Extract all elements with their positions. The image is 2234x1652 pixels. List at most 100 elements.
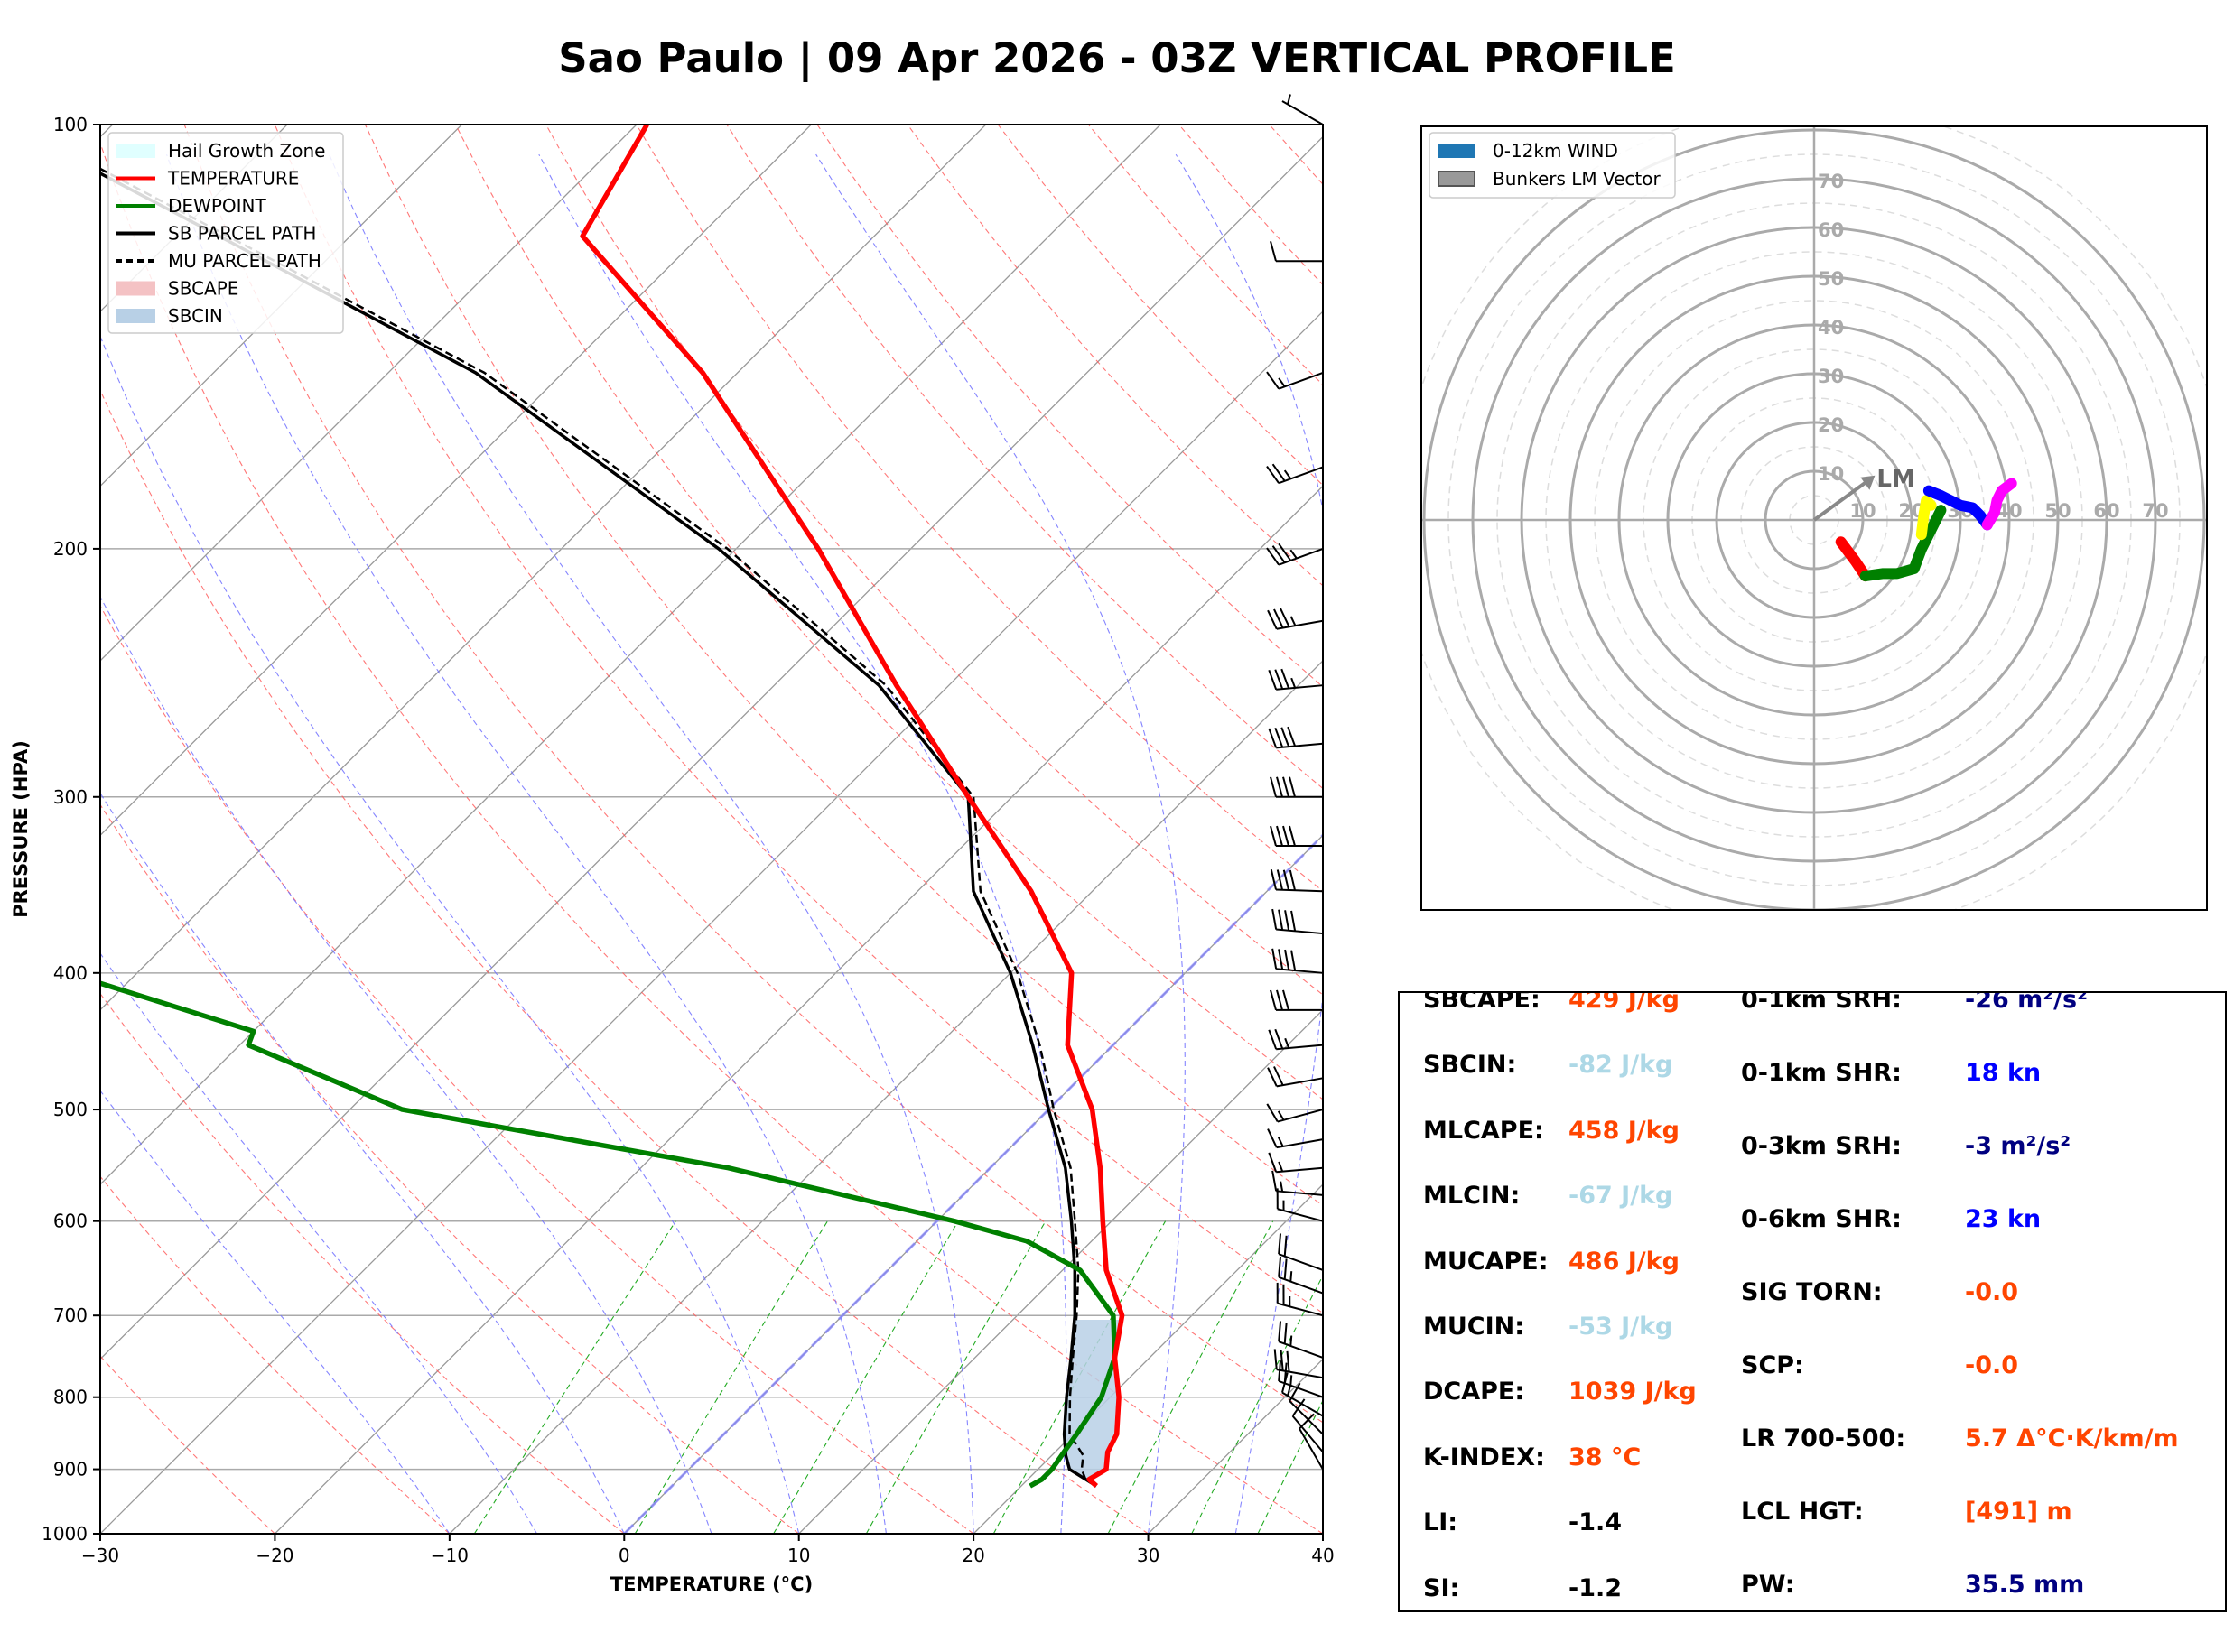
moist-adiabat-line — [100, 792, 625, 1534]
wind-barb-staff — [1277, 1208, 1324, 1222]
stat-value: -67 J/kg — [1568, 1182, 1673, 1211]
wind-barb — [1267, 1128, 1324, 1149]
wind-barb-flag — [1268, 1152, 1278, 1173]
wind-barb-flag — [1276, 776, 1283, 798]
wind-barb-staff — [1289, 1400, 1324, 1435]
dry-adiabat-line — [100, 605, 974, 1534]
wind-barb-staff — [1278, 466, 1324, 485]
isotherm-line — [449, 659, 1323, 1534]
wind-barb-flag — [1286, 1350, 1290, 1372]
moist-adiabat-line — [165, 153, 887, 1534]
stat-label: 0-3km SRH: — [1741, 1132, 1902, 1160]
wind-barb-half-flag — [1280, 1181, 1284, 1193]
isotherm-line — [973, 1183, 1323, 1534]
wind-barb-half-flag — [1284, 1037, 1290, 1049]
wind-barb — [1278, 1233, 1324, 1271]
wind-barb-half-flag — [1289, 1271, 1293, 1282]
stat-value: -3 m²/s² — [1965, 1132, 2071, 1160]
isotherm-line — [100, 125, 638, 662]
stat-value: 1039 J/kg — [1568, 1378, 1697, 1406]
wind-barb-flag — [1284, 949, 1290, 970]
legend-swatch — [116, 281, 155, 296]
storm-motion-label: LM — [1876, 466, 1914, 493]
wind-barb — [1276, 1282, 1324, 1317]
mixing-ratio-line — [1191, 1274, 1323, 1534]
dry-adiabat-line — [100, 1175, 451, 1534]
stats-panel: SBCAPE: 429 J/kg SBCIN: -82 J/kg MLCAPE: 458 … — [1398, 991, 2227, 1612]
legend-label: SBCIN — [168, 305, 223, 327]
wind-barb-flag — [1280, 727, 1290, 747]
y-tick-label: 800 — [53, 1387, 88, 1408]
wind-barb-flag — [1271, 1170, 1278, 1192]
dry-adiabat-line — [100, 388, 1149, 1534]
x-tick-label: 30 — [1137, 1545, 1159, 1566]
hodograph-ring-label: 40 — [1818, 317, 1844, 339]
wind-barb-flag — [1266, 371, 1280, 390]
y-tick-label: 400 — [53, 962, 88, 984]
wind-barb-staff — [1278, 1253, 1324, 1271]
wind-barb-flag — [1266, 1103, 1279, 1123]
isotherm-line — [100, 125, 812, 837]
isotherm-line — [274, 485, 1323, 1534]
hodograph-ring-label: 50 — [2044, 500, 2071, 522]
legend-label: SB PARCEL PATH — [168, 223, 316, 245]
stat-label: K-INDEX: — [1423, 1443, 1545, 1471]
wind-barb — [1291, 1398, 1324, 1453]
hodograph-segment — [1981, 478, 2017, 531]
dry-adiabat-line — [100, 141, 1323, 1534]
isotherm-line — [100, 125, 1161, 1186]
hodograph-ring-label: 10 — [1818, 463, 1844, 485]
x-tick-label: 10 — [787, 1545, 810, 1566]
stat-label: SIG TORN: — [1741, 1278, 1883, 1306]
stat-label: LR 700-500: — [1741, 1425, 1906, 1452]
wind-barb-staff — [1276, 1044, 1324, 1051]
isotherm-line — [100, 135, 1323, 1360]
wind-barb-flag — [1284, 910, 1290, 931]
legend-swatch — [1438, 171, 1475, 187]
skewt-frame — [99, 124, 1324, 1535]
wind-barb-flag — [1271, 948, 1278, 970]
stat-label: 0-1km SHR: — [1741, 1059, 1902, 1087]
isotherm-line — [798, 1008, 1323, 1534]
storm-motion-arrowhead — [1860, 475, 1876, 490]
wind-barb-staff — [1278, 1276, 1324, 1295]
wind-barb-flag — [1287, 726, 1297, 747]
wind-barb-flag — [1271, 545, 1286, 563]
wind-barb-flag — [1282, 776, 1289, 798]
wind-barb-half-flag — [1278, 1161, 1284, 1172]
hodograph-ring-label: 70 — [1818, 171, 1844, 192]
legend-swatch — [116, 309, 155, 323]
stat-label: MLCIN: — [1423, 1182, 1521, 1211]
wind-barb-flag — [1279, 608, 1290, 627]
stat-value: -0.0 — [1965, 1278, 2019, 1306]
wind-barb-staff — [1275, 888, 1324, 893]
wind-barb-flag — [1276, 825, 1283, 847]
x-tick-label: 20 — [962, 1545, 984, 1566]
wind-barb-flag — [1268, 1029, 1278, 1050]
wind-barb-staff — [1278, 371, 1324, 390]
wind-barb-half-flag — [1289, 549, 1298, 560]
stat-value: -0.0 — [1965, 1351, 2019, 1379]
wind-barb — [1289, 1382, 1324, 1435]
wind-barb-flag — [1274, 727, 1284, 748]
wind-barb-staff — [1277, 1302, 1324, 1317]
stat-label: MUCAPE: — [1423, 1247, 1549, 1276]
wind-barb-staff — [1276, 684, 1324, 691]
wind-barb-half-flag — [1277, 1110, 1285, 1121]
wind-barb-half-flag — [1289, 1375, 1293, 1386]
wind-barb-flag — [1270, 825, 1277, 847]
wind-barb-half-flag — [1287, 1385, 1291, 1397]
wind-barb-half-flag — [1289, 1335, 1293, 1347]
wind-barb-half-flag — [1283, 469, 1292, 479]
hodograph-ring-label: 20 — [1818, 414, 1844, 436]
wind-barb — [1278, 1360, 1324, 1398]
wind-barb-flag — [1267, 1128, 1278, 1148]
dry-adiabat-line — [274, 125, 1323, 1314]
hodograph-segment — [1915, 495, 1937, 541]
wind-barb — [1266, 543, 1324, 566]
wind-barb-flag — [1282, 989, 1289, 1011]
wind-barb-flag — [1268, 669, 1278, 691]
wind-barb-staff — [1276, 619, 1324, 630]
wind-barb-staff — [1281, 1391, 1324, 1417]
moist-adiabat-line — [100, 952, 538, 1534]
